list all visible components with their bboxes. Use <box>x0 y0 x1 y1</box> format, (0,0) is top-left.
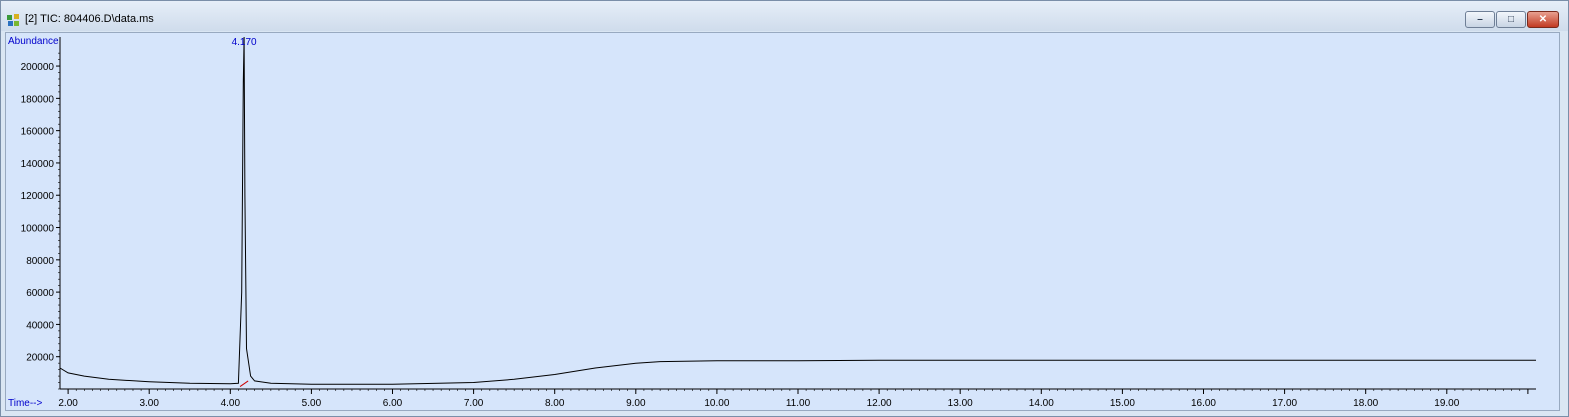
x-axis-label: Time--> <box>8 398 43 409</box>
x-tick-label: 8.00 <box>545 398 565 409</box>
maximize-button[interactable]: □ <box>1496 11 1526 28</box>
close-icon: ✕ <box>1538 14 1548 25</box>
x-tick-label: 18.00 <box>1353 398 1378 409</box>
x-tick-label: 13.00 <box>948 398 973 409</box>
y-tick-label: 40000 <box>26 320 54 331</box>
plot-area[interactable]: 20000 40000 60000 80000 100000 120000 140000 16… <box>5 32 1560 411</box>
y-tick-label: 100000 <box>21 224 55 235</box>
x-tick-label: 11.00 <box>786 398 811 409</box>
y-tick-label: 120000 <box>21 191 55 202</box>
x-tick-label: 12.00 <box>867 398 892 409</box>
y-tick-label: 140000 <box>21 159 55 170</box>
x-tick-label: 5.00 <box>302 398 322 409</box>
y-tick-label: 20000 <box>26 353 54 364</box>
y-tick-label: 160000 <box>21 127 55 138</box>
y-tick-label: 200000 <box>21 62 55 73</box>
x-tick-label: 3.00 <box>139 398 159 409</box>
peak-label: 4.170 <box>232 37 257 48</box>
app-icon <box>7 14 19 26</box>
x-tick-label: 7.00 <box>464 398 484 409</box>
y-tick-label: 80000 <box>26 256 54 267</box>
x-tick-label: 4.00 <box>221 398 241 409</box>
window-title: [2] TIC: 804406.D\data.ms <box>25 13 154 25</box>
close-button[interactable]: ✕ <box>1527 11 1559 28</box>
tic-trace <box>59 36 1536 385</box>
x-tick-label: 2.00 <box>58 398 78 409</box>
x-tick-label: 15.00 <box>1110 398 1135 409</box>
title-bar[interactable]: [2] TIC: 804406.D\data.ms – □ ✕ <box>1 1 1568 31</box>
x-tick-label: 14.00 <box>1029 398 1054 409</box>
x-tick-label: 10.00 <box>704 398 729 409</box>
x-tick-label: 19.00 <box>1434 398 1459 409</box>
tic-chromatogram: 20000 40000 60000 80000 100000 120000 140000 16… <box>8 36 1536 409</box>
y-tick-label: 60000 <box>26 288 54 299</box>
minimize-button[interactable]: – <box>1465 11 1495 28</box>
x-tick-label: 17.00 <box>1272 398 1297 409</box>
y-axis-label: Abundance <box>8 36 59 47</box>
minimize-icon: – <box>1477 14 1483 25</box>
maximize-icon: □ <box>1507 14 1515 25</box>
peak-baseline-mark <box>239 380 249 387</box>
x-tick-label: 9.00 <box>626 398 646 409</box>
x-tick-label: 16.00 <box>1191 398 1216 409</box>
y-tick-label: 180000 <box>21 94 55 105</box>
x-tick-label: 6.00 <box>383 398 403 409</box>
